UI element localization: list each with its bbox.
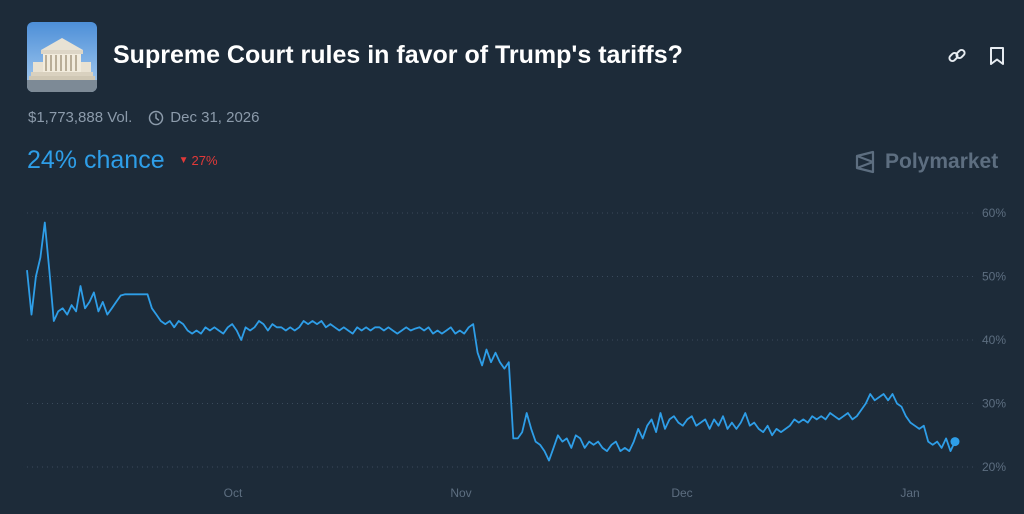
- link-icon: [948, 48, 966, 63]
- x-tick-label: Nov: [450, 486, 471, 500]
- change-badge: ▼ 27%: [179, 153, 218, 168]
- chance-value: 24% chance: [27, 146, 165, 174]
- polymarket-brand[interactable]: Polymarket: [853, 150, 998, 174]
- clock-icon: [148, 110, 164, 126]
- polymarket-logo-icon: [855, 150, 875, 174]
- change-value: 27%: [191, 153, 218, 168]
- copy-link-button[interactable]: [946, 45, 968, 67]
- market-thumbnail: [27, 22, 97, 92]
- x-tick-label: Oct: [224, 486, 243, 500]
- y-tick-label: 30%: [982, 397, 1006, 411]
- bookmark-button[interactable]: [986, 45, 1008, 67]
- x-tick-label: Jan: [900, 486, 919, 500]
- volume-text: $1,773,888 Vol.: [28, 109, 133, 126]
- end-date-text: Dec 31, 2026: [170, 109, 260, 126]
- chance-row: 24% chance ▼ 27%: [27, 146, 218, 175]
- y-tick-label: 20%: [982, 460, 1006, 474]
- series-line: [26, 221, 956, 462]
- y-tick-label: 50%: [982, 270, 1006, 284]
- market-title: Supreme Court rules in favor of Trump's …: [113, 41, 683, 69]
- y-tick-label: 40%: [982, 333, 1006, 347]
- x-tick-label: Dec: [671, 486, 692, 500]
- bookmark-icon: [990, 47, 1004, 65]
- market-meta: $1,773,888 Vol. Dec 31, 2026: [28, 109, 260, 126]
- brand-name: Polymarket: [885, 150, 999, 173]
- current-point: [950, 437, 960, 447]
- down-arrow-icon: ▼: [178, 155, 189, 166]
- supreme-court-image: [27, 22, 97, 92]
- y-tick-label: 60%: [982, 206, 1006, 220]
